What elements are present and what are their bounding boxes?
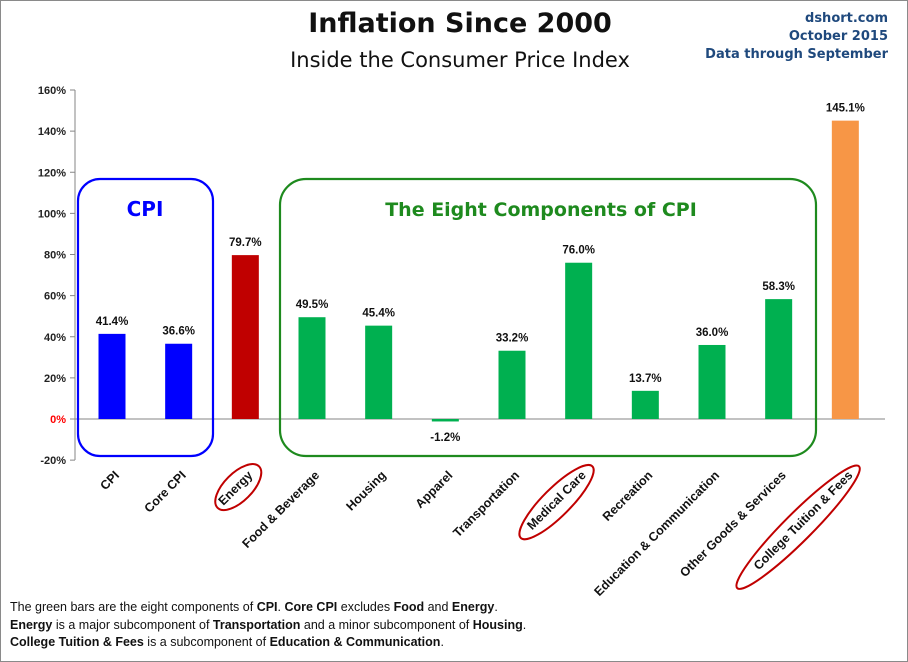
- bar-other-goods-services: [765, 299, 793, 419]
- category-label: Education & Communication: [591, 468, 722, 599]
- bar-housing: [365, 325, 393, 419]
- category-label: Recreation: [600, 468, 656, 524]
- data-label: 145.1%: [826, 103, 865, 115]
- y-tick-label: 140%: [38, 126, 66, 138]
- footnote-text: .: [494, 600, 498, 614]
- cpi-group-label: CPI: [127, 197, 164, 221]
- chart-subtitle: Inside the Consumer Price Index: [290, 48, 630, 72]
- footnote-line-3: College Tuition & Fees is a subcomponent…: [10, 634, 610, 652]
- data-label: 33.2%: [496, 333, 529, 345]
- cpi-group-box: [76, 177, 215, 458]
- data-label: -1.2%: [430, 432, 460, 444]
- bar-transportation: [498, 350, 526, 419]
- footnote-emphasis: Energy: [10, 617, 53, 632]
- bar-food-beverage: [298, 317, 326, 419]
- footnote-text: .: [277, 600, 285, 614]
- footnote-emphasis: Transportation: [212, 617, 301, 632]
- bar-recreation: [631, 390, 659, 419]
- y-tick-label: 120%: [38, 167, 66, 179]
- y-tick-label: 100%: [38, 208, 66, 220]
- footnote-emphasis: Core CPI: [284, 600, 338, 614]
- data-label: 36.0%: [696, 327, 729, 339]
- footnote-text: The green bars are the eight components …: [10, 600, 257, 614]
- data-label: 13.7%: [629, 373, 662, 385]
- y-tick-label: -20%: [40, 455, 66, 467]
- bar-cpi: [98, 333, 126, 419]
- y-tick-label: 20%: [44, 373, 66, 385]
- category-label: Apparel: [413, 468, 456, 511]
- chart-title: Inflation Since 2000: [308, 8, 612, 39]
- data-through-note: Data through September: [705, 47, 888, 62]
- bar-college-tuition-fees: [831, 120, 859, 419]
- bar-apparel: [431, 419, 459, 422]
- footnote-emphasis: Energy: [451, 600, 495, 614]
- footnote-line-1: The green bars are the eight components …: [10, 599, 610, 617]
- data-label: 49.5%: [296, 299, 329, 311]
- footnote-text: .: [522, 617, 527, 632]
- y-tick-label: 160%: [38, 85, 66, 97]
- data-label: 76.0%: [562, 245, 595, 257]
- components-group-box: [278, 177, 818, 458]
- category-label: Core CPI: [142, 468, 189, 515]
- category-label: Other Goods & Services: [677, 468, 789, 580]
- category-label: Transportation: [450, 468, 522, 540]
- y-tick-label: 40%: [44, 332, 66, 344]
- data-label: 58.3%: [762, 281, 795, 293]
- footnote-emphasis: Food: [393, 600, 425, 614]
- footnote-emphasis: Housing: [472, 617, 523, 632]
- components-group-label: The Eight Components of CPI: [385, 199, 697, 221]
- category-label: Medical Care: [524, 468, 588, 532]
- source-site: dshort.com: [805, 11, 888, 26]
- data-label: 36.6%: [162, 326, 195, 338]
- data-label: 41.4%: [96, 316, 129, 328]
- highlight-ellipse: [518, 463, 595, 541]
- category-label: CPI: [97, 468, 122, 493]
- y-tick-label: 0%: [50, 414, 66, 426]
- bar-core-cpi: [165, 343, 193, 419]
- footnote-text: and a minor subcomponent of: [300, 617, 473, 632]
- footnote-text: .: [440, 635, 444, 649]
- footnote-emphasis: College Tuition & Fees: [10, 635, 144, 649]
- footnote-line-2: Energy is a major subcomponent of Transp…: [10, 617, 610, 635]
- bar-education-communication: [698, 344, 726, 419]
- footnote-text: is a major subcomponent of: [52, 617, 213, 632]
- footnote-emphasis: Education & Communication: [269, 635, 441, 649]
- footnote-text: excludes: [337, 600, 394, 614]
- y-tick-label: 60%: [44, 291, 66, 303]
- category-label: Energy: [216, 468, 256, 508]
- bar-energy: [231, 255, 259, 419]
- footnote-text: is a subcomponent of: [143, 635, 270, 649]
- data-label: 45.4%: [362, 308, 395, 320]
- source-date: October 2015: [788, 29, 888, 44]
- category-label: Housing: [344, 468, 389, 513]
- bar-medical-care: [565, 262, 593, 419]
- footnote-emphasis: CPI: [256, 600, 278, 614]
- footnote-text: and: [424, 600, 452, 614]
- data-label: 79.7%: [229, 237, 262, 249]
- highlight-ellipse: [214, 463, 263, 512]
- highlight-ellipse: [735, 464, 861, 590]
- footnotes: The green bars are the eight components …: [10, 599, 610, 652]
- y-tick-label: 80%: [44, 250, 66, 262]
